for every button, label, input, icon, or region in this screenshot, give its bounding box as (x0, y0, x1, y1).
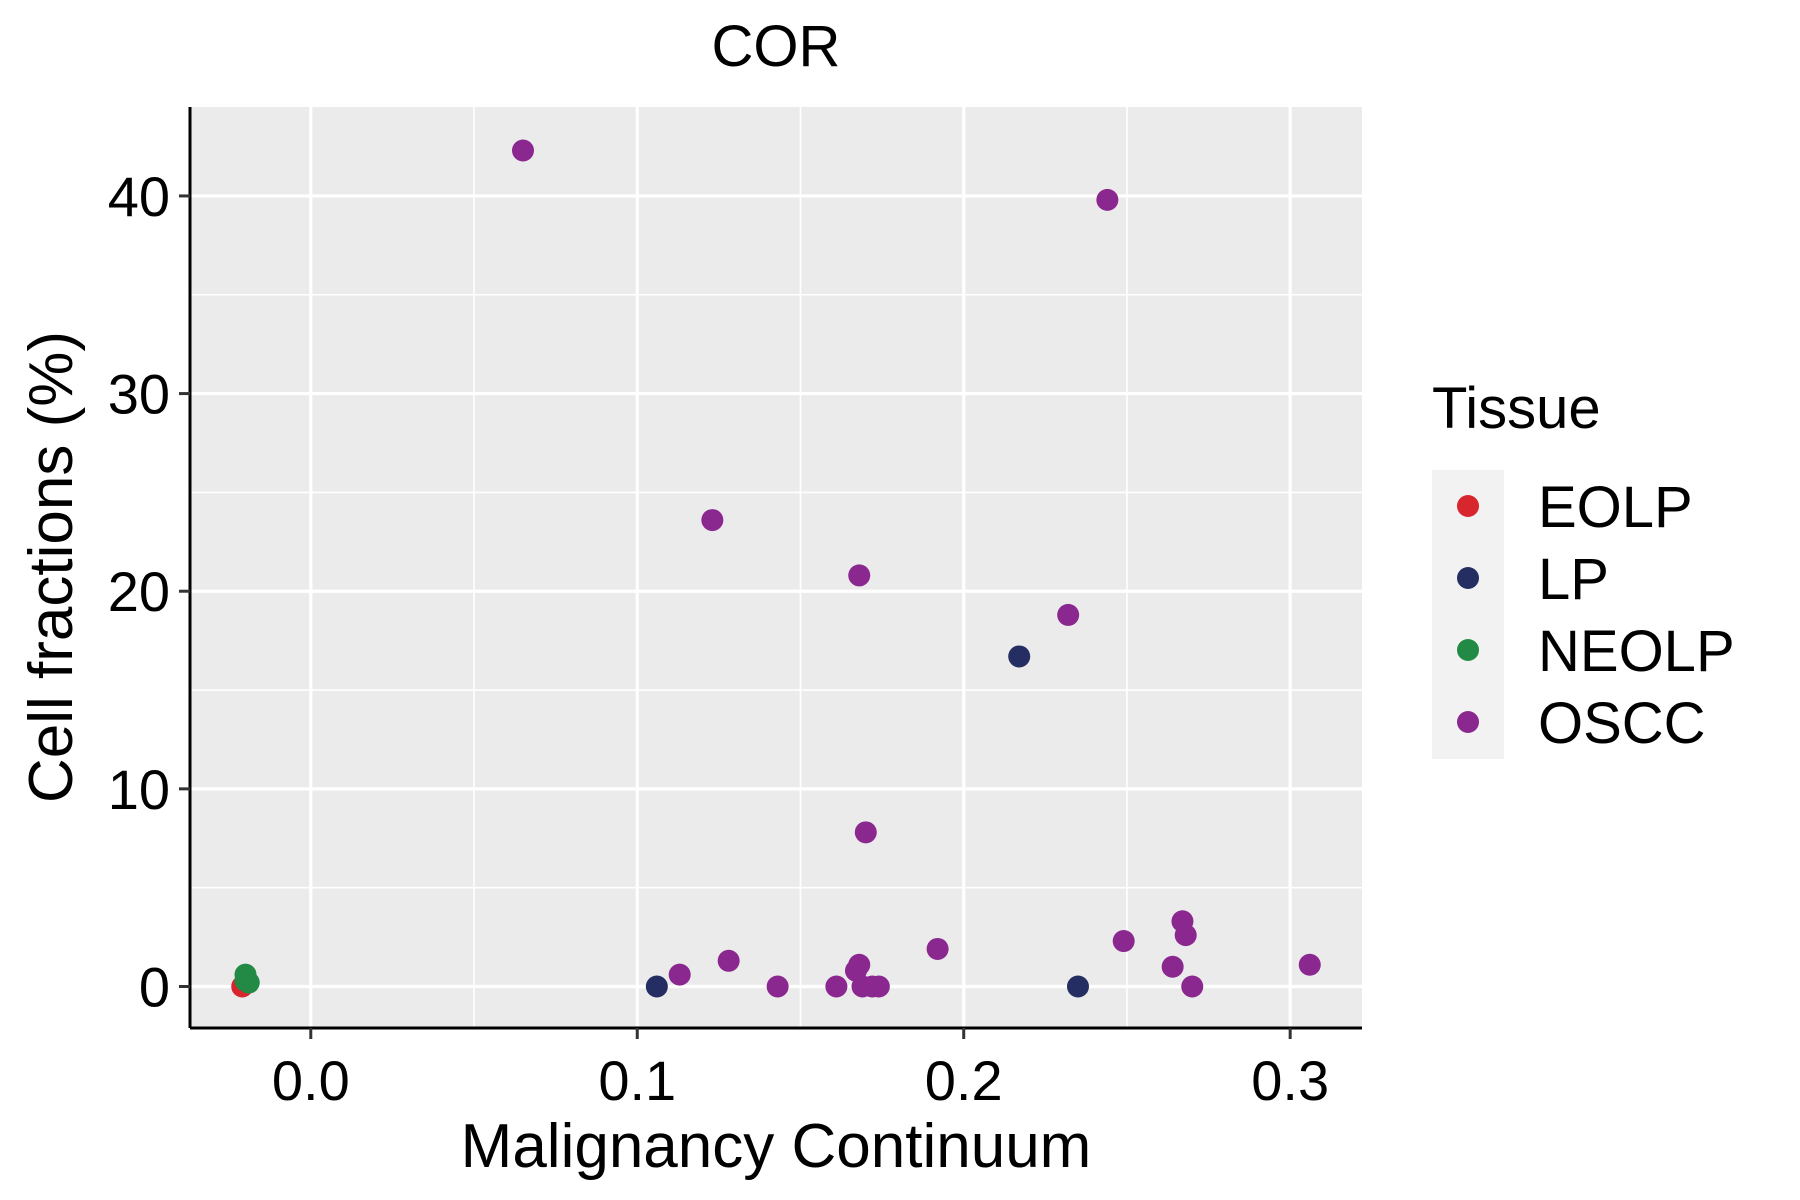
y-tick-label: 0 (139, 955, 170, 1018)
legend-key-oscc (1457, 711, 1479, 733)
data-point-oscc (701, 509, 724, 532)
legend-label-oscc: OSCC (1538, 691, 1706, 756)
x-tick-label: 0.2 (925, 1049, 1003, 1112)
legend-label-neolp: NEOLP (1538, 619, 1735, 684)
data-point-oscc (1057, 603, 1080, 626)
data-points (231, 139, 1321, 998)
y-tick-label: 20 (108, 560, 170, 623)
data-point-oscc (1112, 930, 1135, 953)
data-point-oscc (848, 564, 871, 587)
legend-title: Tissue (1432, 376, 1601, 441)
data-point-oscc (1174, 924, 1197, 947)
x-tick-label: 0.3 (1251, 1049, 1329, 1112)
legend-key-lp (1457, 567, 1479, 589)
data-point-oscc (766, 975, 789, 998)
data-point-oscc (1298, 953, 1321, 976)
grid-lines (190, 107, 1362, 1028)
data-point-oscc (1096, 188, 1119, 211)
data-point-oscc (1181, 975, 1204, 998)
data-point-oscc (825, 975, 848, 998)
legend: Tissue EOLP LP NEOLP OSCC (1432, 376, 1735, 759)
legend-key-neolp (1457, 639, 1479, 661)
data-point-oscc (668, 963, 691, 986)
plot-panel (190, 107, 1362, 1028)
data-point-lp (645, 975, 668, 998)
data-point-oscc (867, 975, 890, 998)
legend-label-lp: LP (1538, 547, 1609, 612)
data-point-neolp (237, 971, 260, 994)
chart-title: COR (712, 14, 841, 79)
x-tick-label: 0.0 (272, 1049, 350, 1112)
y-tick-label: 30 (108, 363, 170, 426)
legend-key-eolp (1457, 495, 1479, 517)
legend-key-background (1432, 470, 1504, 759)
data-point-oscc (511, 139, 534, 162)
data-point-oscc (926, 937, 949, 960)
data-point-oscc (854, 821, 877, 844)
axis-ticks: 0.0 0.1 0.2 0.3 0 10 20 30 40 (108, 165, 1329, 1112)
x-tick-label: 0.1 (598, 1049, 676, 1112)
data-point-oscc (848, 953, 871, 976)
y-axis-title: Cell fractions (%) (17, 331, 86, 803)
data-point-lp (1066, 975, 1089, 998)
y-tick-label: 40 (108, 165, 170, 228)
data-point-oscc (1161, 955, 1184, 978)
legend-label-eolp: EOLP (1538, 475, 1693, 540)
data-point-oscc (717, 949, 740, 972)
data-point-lp (1008, 645, 1031, 668)
x-axis-title: Malignancy Continuum (461, 1112, 1092, 1181)
y-tick-label: 10 (108, 758, 170, 821)
